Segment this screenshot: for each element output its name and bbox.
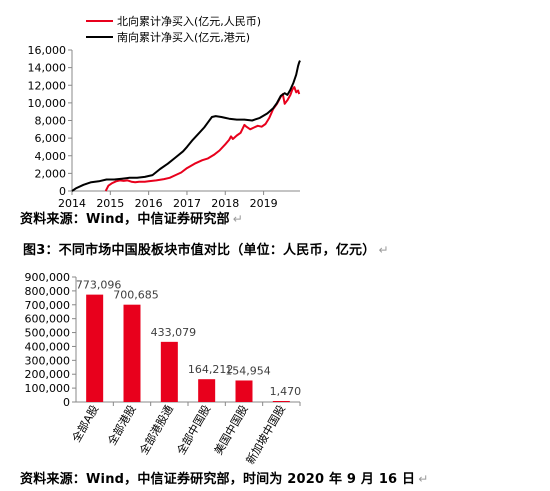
y-tick-label: 6,000 <box>35 132 67 145</box>
bar-5 <box>235 380 253 402</box>
y-tick-label: 800,000 <box>25 285 71 298</box>
category-label-2: 全部港股 <box>104 403 138 448</box>
legend-label-2: 南向累计净买入(亿元,港元) <box>117 30 250 44</box>
data-label-6: 1,470 <box>270 385 302 398</box>
bar-2 <box>123 304 141 402</box>
paragraph-mark-icon: ↵ <box>418 472 429 486</box>
x-tick-label: 2019 <box>250 197 278 210</box>
data-label-2: 700,685 <box>113 289 159 302</box>
category-label-6: 新加坡中国股 <box>243 403 288 467</box>
series-line-1 <box>104 86 301 192</box>
y-tick-label: 12,000 <box>28 79 67 92</box>
legend-label-1: 北向累计净买入(亿元,人民币) <box>117 14 261 28</box>
source-note-1-text: 资料来源：Wind，中信证券研究部 <box>20 212 230 227</box>
x-tick-label: 2015 <box>96 197 124 210</box>
bar-1 <box>86 294 104 402</box>
paragraph-mark-icon: ↵ <box>378 243 389 257</box>
data-label-3: 433,079 <box>151 326 197 339</box>
y-tick-label: 900,000 <box>25 271 71 284</box>
y-tick-label: 500,000 <box>25 327 71 340</box>
bar-chart-market-cap: 0100,000200,000300,000400,000500,000600,… <box>25 271 302 467</box>
source-note-1: 资料来源：Wind，中信证券研究部 ↵ <box>20 208 243 227</box>
x-tick-label: 2017 <box>173 197 201 210</box>
y-tick-label: 700,000 <box>25 299 71 312</box>
x-tick-label: 2014 <box>58 197 86 210</box>
source-note-2-text: 资料来源：Wind，中信证券研究部，时间为 2020 年 9 月 16 日 <box>20 472 416 487</box>
line-chart-northbound-southbound: 0 2,000 4,000 6,000 8,000 10,000 12,000 14,000 1… <box>28 14 301 210</box>
category-label-5: 美国中国股 <box>212 403 251 457</box>
y-tick-label: 0 <box>59 185 66 198</box>
source-note-2: 资料来源：Wind，中信证券研究部，时间为 2020 年 9 月 16 日 ↵ <box>20 468 429 487</box>
y-tick-label: 300,000 <box>25 354 71 367</box>
y-tick-label: 2,000 <box>35 167 67 180</box>
figure-3-title-text: 图3：不同市场中国股板块市值对比（单位：人民币，亿元） <box>23 243 376 258</box>
y-tick-label: 400,000 <box>25 340 71 353</box>
x-tick-label: 2018 <box>211 197 239 210</box>
series-line-2 <box>71 60 301 192</box>
y-tick-label: 200,000 <box>25 368 71 381</box>
x-tick-label: 2016 <box>135 197 163 210</box>
y-tick-label: 8,000 <box>35 115 67 128</box>
y-tick-label: 100,000 <box>25 382 71 395</box>
figure-3-title: 图3：不同市场中国股板块市值对比（单位：人民币，亿元） ↵ <box>23 239 389 258</box>
category-label-4: 全部中国股 <box>174 403 214 458</box>
bar-6 <box>272 401 290 402</box>
data-label-4: 164,212 <box>188 363 234 376</box>
bar-4 <box>198 379 216 402</box>
y-tick-label: 4,000 <box>35 150 67 163</box>
y-tick-label: 600,000 <box>25 313 71 326</box>
data-label-1: 773,096 <box>76 279 122 292</box>
category-label-1: 全部A股 <box>69 403 101 445</box>
data-label-5: 154,954 <box>225 364 271 377</box>
y-tick-label: 16,000 <box>28 44 67 57</box>
paragraph-mark-icon: ↵ <box>232 212 244 226</box>
bar-3 <box>160 341 178 402</box>
category-label-3: 全部港股通 <box>136 403 176 458</box>
y-tick-label: 10,000 <box>28 97 67 110</box>
y-tick-label: 14,000 <box>28 62 67 75</box>
y-tick-label: 0 <box>63 396 70 409</box>
